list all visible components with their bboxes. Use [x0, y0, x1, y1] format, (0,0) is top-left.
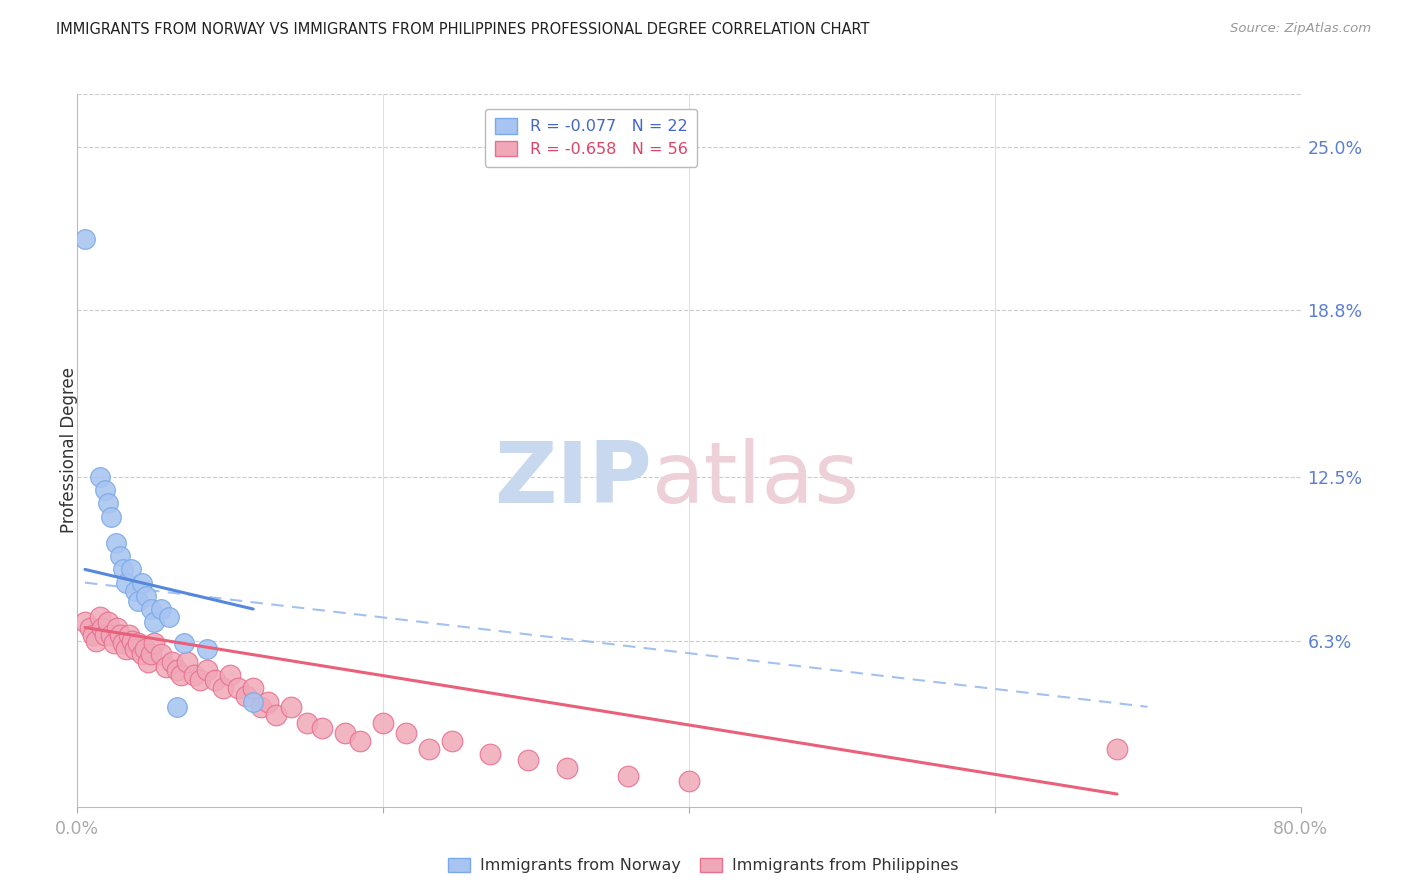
Point — [311, 721, 333, 735]
Point — [120, 562, 142, 576]
Point — [128, 636, 150, 650]
Point — [371, 715, 394, 730]
Point — [134, 641, 156, 656]
Point — [131, 575, 153, 590]
Point — [678, 773, 700, 788]
Text: ZIP: ZIP — [495, 437, 652, 521]
Point — [124, 641, 146, 656]
Point — [112, 636, 135, 650]
Point — [555, 761, 578, 775]
Point — [242, 694, 264, 708]
Point — [150, 602, 173, 616]
Y-axis label: Professional Degree: Professional Degree — [60, 368, 77, 533]
Point — [204, 673, 226, 688]
Point — [124, 583, 146, 598]
Point — [105, 621, 128, 635]
Legend: Immigrants from Norway, Immigrants from Philippines: Immigrants from Norway, Immigrants from … — [441, 851, 965, 880]
Point — [333, 726, 356, 740]
Point — [183, 668, 205, 682]
Point — [97, 496, 120, 510]
Point — [155, 660, 177, 674]
Point — [349, 734, 371, 748]
Point — [136, 655, 159, 669]
Point — [97, 615, 120, 630]
Point — [280, 699, 302, 714]
Point — [100, 628, 122, 642]
Point — [131, 647, 153, 661]
Point — [617, 768, 640, 782]
Point — [118, 628, 141, 642]
Point — [211, 681, 233, 696]
Point — [264, 707, 287, 722]
Point — [235, 690, 257, 704]
Point — [94, 628, 117, 642]
Point — [139, 602, 162, 616]
Text: IMMIGRANTS FROM NORWAY VS IMMIGRANTS FROM PHILIPPINES PROFESSIONAL DEGREE CORREL: IMMIGRANTS FROM NORWAY VS IMMIGRANTS FRO… — [56, 22, 870, 37]
Point — [150, 647, 173, 661]
Point — [242, 681, 264, 696]
Point — [135, 589, 157, 603]
Point — [112, 562, 135, 576]
Point — [108, 628, 131, 642]
Point — [418, 742, 440, 756]
Point — [121, 633, 143, 648]
Point — [115, 575, 138, 590]
Point — [395, 726, 418, 740]
Point — [94, 483, 117, 497]
Point — [142, 636, 165, 650]
Point — [219, 668, 242, 682]
Point — [173, 636, 195, 650]
Point — [90, 621, 112, 635]
Point — [166, 663, 188, 677]
Point — [73, 615, 96, 630]
Point — [142, 615, 165, 630]
Point — [108, 549, 131, 564]
Point — [188, 673, 211, 688]
Point — [1107, 742, 1129, 756]
Point — [103, 636, 125, 650]
Point — [195, 663, 218, 677]
Point — [440, 734, 463, 748]
Point — [104, 536, 127, 550]
Text: atlas: atlas — [652, 437, 860, 521]
Point — [176, 655, 198, 669]
Point — [517, 753, 540, 767]
Point — [128, 594, 150, 608]
Point — [479, 747, 502, 762]
Point — [115, 641, 138, 656]
Point — [257, 694, 280, 708]
Point — [250, 699, 273, 714]
Point — [89, 470, 111, 484]
Point — [166, 699, 188, 714]
Point — [100, 509, 122, 524]
Point — [73, 232, 96, 246]
Point — [160, 655, 183, 669]
Text: Source: ZipAtlas.com: Source: ZipAtlas.com — [1230, 22, 1371, 36]
Point — [82, 628, 104, 642]
Point — [226, 681, 249, 696]
Point — [139, 647, 162, 661]
Point — [157, 610, 180, 624]
Point — [195, 641, 218, 656]
Point — [79, 621, 101, 635]
Point — [295, 715, 318, 730]
Point — [170, 668, 193, 682]
Legend: R = -0.077   N = 22, R = -0.658   N = 56: R = -0.077 N = 22, R = -0.658 N = 56 — [485, 109, 697, 167]
Point — [84, 633, 107, 648]
Point — [89, 610, 111, 624]
